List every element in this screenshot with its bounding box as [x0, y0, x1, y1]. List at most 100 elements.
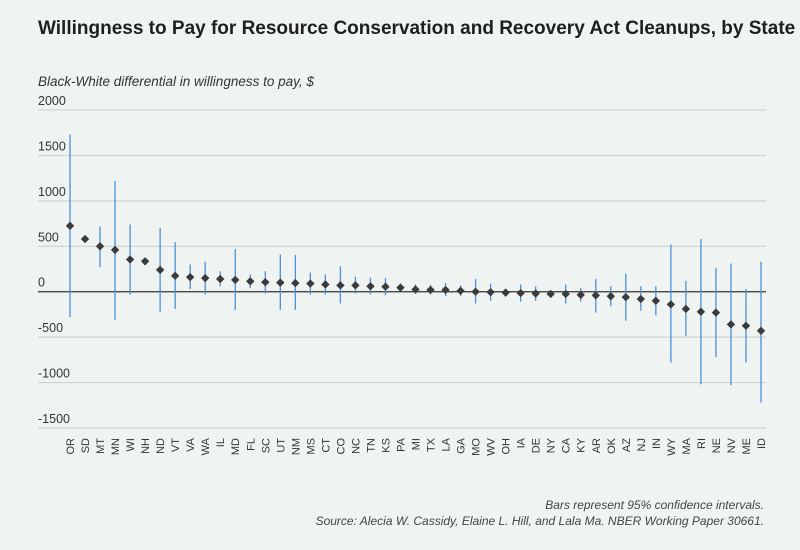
point-mn — [110, 245, 120, 255]
x-tick-label-in: IN — [651, 438, 663, 449]
x-tick-label-pa: PA — [395, 437, 407, 452]
chart-title: Willingness to Pay for Resource Conserva… — [38, 18, 796, 39]
state-labels: OR SD MT MN WI NH ND VT VA WA IL MD FL SC UT NM MS CT CO NC… — [65, 437, 768, 455]
x-tick-label-or: OR — [65, 438, 77, 455]
x-tick-label-nm: NM — [290, 438, 302, 455]
point-la — [441, 285, 450, 295]
point-ma — [681, 304, 691, 314]
point-tx — [426, 285, 435, 295]
x-tick-label-ne: NE — [711, 438, 723, 453]
confidence-intervals — [69, 134, 762, 403]
point-de — [531, 289, 540, 298]
point-ga — [456, 286, 465, 296]
x-tick-label-mt: MT — [95, 438, 107, 454]
x-tick-label-az: AZ — [621, 438, 633, 452]
point-ms — [306, 279, 315, 288]
x-tick-label-id: ID — [756, 438, 768, 449]
x-tick-label-wv: WV — [486, 437, 498, 455]
x-tick-label-ky: KY — [576, 437, 588, 452]
x-tick-label-ms: MS — [305, 438, 317, 455]
point-in — [651, 296, 661, 305]
point-ne — [711, 308, 721, 317]
point-ks — [381, 282, 390, 291]
ci-note: Bars represent 95% confidence intervals. — [545, 498, 764, 512]
point-fl — [246, 277, 255, 286]
x-tick-label-ok: OK — [606, 437, 618, 454]
x-tick-label-md: MD — [230, 438, 242, 455]
y-tick-label: 2000 — [38, 94, 66, 108]
point-ky — [576, 290, 585, 300]
point-ct — [321, 280, 330, 289]
y-tick-label: 1000 — [38, 185, 66, 199]
x-tick-label-oh: OH — [501, 438, 513, 455]
point-nc — [351, 281, 360, 290]
point-nh — [140, 257, 150, 266]
x-tick-label-sc: SC — [260, 438, 272, 453]
point-oh — [501, 288, 510, 297]
point-wi — [125, 255, 135, 264]
point-ok — [606, 292, 615, 301]
point-ny — [546, 289, 555, 299]
point-mt — [95, 242, 105, 251]
point-nm — [291, 278, 300, 288]
x-tick-label-vt: VT — [170, 438, 182, 452]
y-tick-labels: 2000 1500 1000 500 0 -500 -1000 -1500 — [38, 94, 70, 426]
x-tick-label-wa: WA — [200, 437, 212, 455]
point-ut — [276, 278, 285, 287]
estimate-points — [65, 221, 766, 335]
x-tick-label-ga: GA — [456, 437, 468, 454]
point-ar — [591, 291, 600, 300]
x-tick-label-nj: NJ — [636, 438, 648, 451]
x-tick-label-tn: TN — [365, 438, 377, 453]
y-tick-label: -500 — [38, 321, 63, 335]
point-sd — [80, 234, 90, 244]
y-axis-label: Black-White differential in willingness … — [38, 74, 314, 89]
point-nv — [726, 320, 736, 329]
point-pa — [396, 283, 405, 292]
x-tick-label-ct: CT — [320, 438, 332, 453]
x-tick-label-ia: IA — [516, 437, 528, 448]
gridlines — [38, 109, 766, 429]
x-tick-label-wi: WI — [125, 438, 137, 451]
point-il — [216, 274, 225, 284]
x-tick-label-nv: NV — [726, 437, 738, 453]
source-note: Source: Alecia W. Cassidy, Elaine L. Hil… — [315, 514, 764, 528]
y-tick-label: -1500 — [38, 412, 70, 426]
point-nd — [155, 265, 165, 275]
point-mi — [411, 285, 420, 294]
x-tick-label-nc: NC — [350, 438, 362, 454]
x-tick-label-tx: TX — [426, 437, 438, 452]
x-tick-label-il: IL — [215, 438, 227, 447]
x-tick-label-ca: CA — [561, 437, 573, 453]
x-tick-label-mn: MN — [110, 438, 122, 455]
x-tick-label-wy: WY — [666, 437, 678, 455]
y-tick-label: 1500 — [38, 139, 66, 153]
x-tick-label-fl: FL — [245, 438, 257, 451]
x-tick-label-me: ME — [741, 438, 753, 455]
x-tick-label-co: CO — [335, 438, 347, 455]
point-mo — [471, 287, 480, 296]
x-tick-label-de: DE — [531, 438, 543, 453]
point-az — [621, 292, 631, 302]
point-wv — [486, 287, 495, 297]
point-ri — [696, 307, 706, 316]
point-wa — [200, 273, 210, 283]
x-tick-label-nh: NH — [140, 438, 152, 454]
x-tick-label-ny: NY — [546, 437, 558, 453]
point-id — [756, 326, 766, 335]
point-me — [741, 321, 751, 330]
x-tick-label-mi: MI — [411, 438, 423, 450]
point-vt — [170, 271, 180, 281]
point-sc — [261, 277, 270, 287]
point-wy — [666, 300, 676, 309]
y-tick-label: 0 — [38, 276, 45, 290]
x-tick-label-mo: MO — [471, 438, 483, 456]
point-nj — [636, 294, 646, 304]
x-tick-label-ks: KS — [380, 438, 392, 453]
point-co — [336, 281, 345, 290]
y-tick-label: 500 — [38, 230, 59, 244]
point-ia — [516, 288, 525, 298]
x-tick-label-ut: UT — [275, 438, 287, 453]
